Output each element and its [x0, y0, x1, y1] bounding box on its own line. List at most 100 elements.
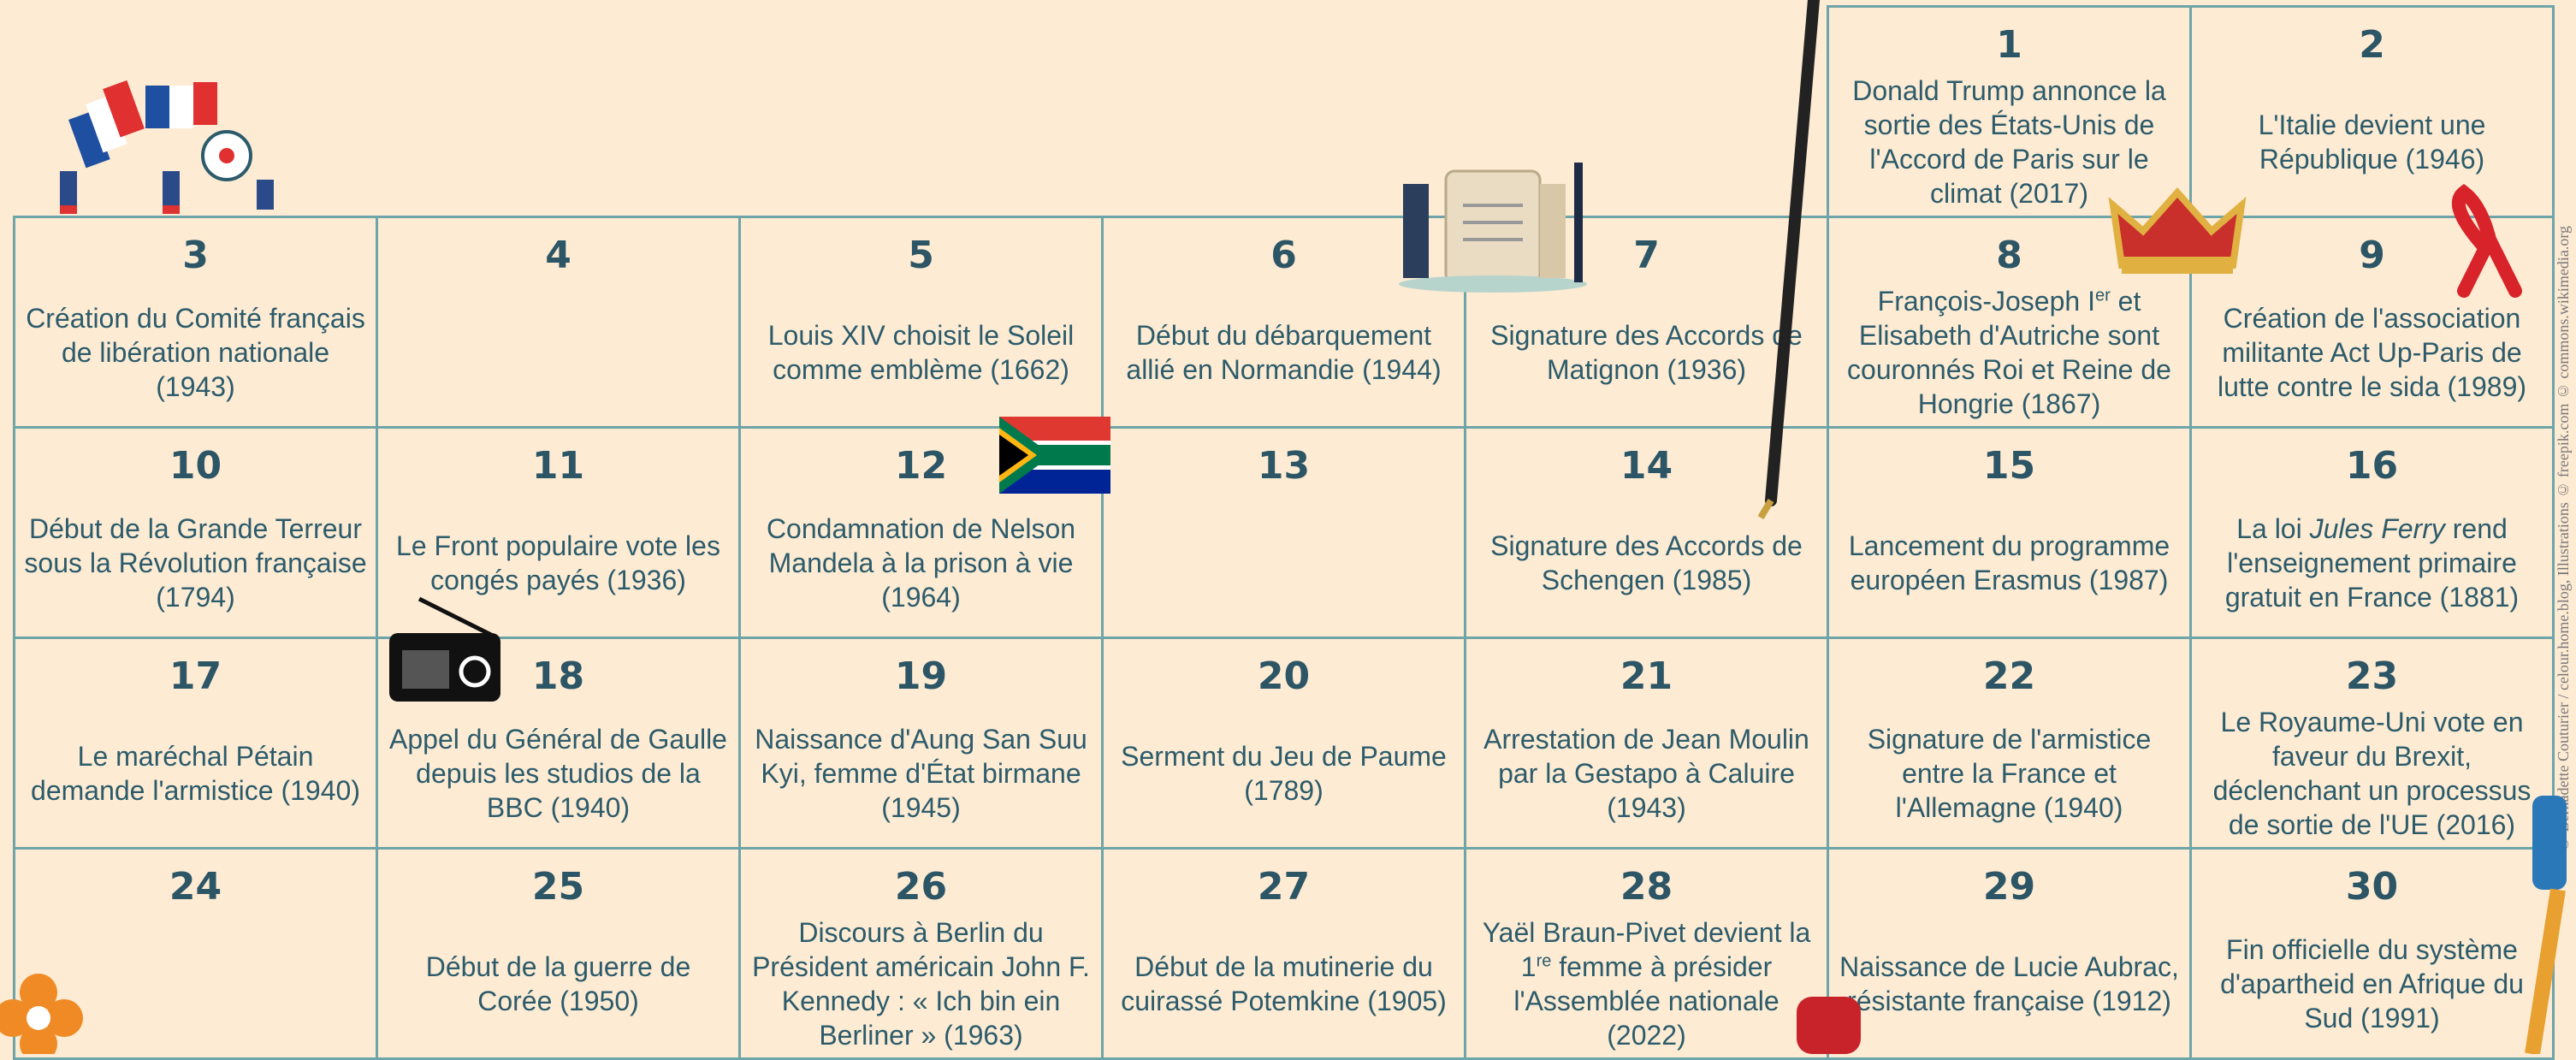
day-cell: 7 Signature des Accords de Matignon (1936…: [1464, 216, 1829, 429]
day-event: La loi Jules Ferry rend l'enseignement p…: [2200, 495, 2543, 630]
text-segment: Donald Trump annonce la sortie des États…: [1852, 74, 2166, 209]
text-segment: Le Front populaire vote les congés payés…: [396, 530, 720, 595]
text-segment: Condamnation de Nelson Mandela à la pris…: [766, 512, 1076, 613]
day-number: 28: [1620, 865, 1673, 909]
text-segment: Début du débarquement allié en Normandie…: [1126, 319, 1442, 385]
text-segment: Signature de l'armistice entre la France…: [1867, 723, 2152, 823]
text-segment: L'Italie devient une République (1946): [2258, 109, 2486, 175]
text-segment: Naissance d'Aung San Suu Kyi, femme d'Ét…: [755, 723, 1087, 823]
day-cell: 17 Le maréchal Pétain demande l'armistice…: [13, 637, 378, 850]
text-segment: Naissance de Lucie Aubrac, résistante fr…: [1839, 950, 2179, 1016]
day-number: 26: [894, 865, 948, 909]
day-number: 29: [1982, 865, 2036, 909]
day-event: Louis XIV choisit le Soleil comme emblèm…: [749, 285, 1093, 419]
day-cell: 12 Condamnation de Nelson Mandela à la pr…: [738, 426, 1104, 639]
day-cell: 6 Début du débarquement allié en Normandi…: [1101, 216, 1466, 429]
text-segment: Louis XIV choisit le Soleil comme emblèm…: [767, 319, 1075, 385]
day-number: 15: [1982, 444, 2036, 488]
day-number: 30: [2345, 865, 2399, 909]
day-event: Donald Trump annonce la sortie des États…: [1838, 74, 2181, 209]
day-cell: 29 Naissance de Lucie Aubrac, résistante …: [1827, 847, 2192, 1060]
event-text: Louis XIV choisit le Soleil comme emblèm…: [749, 318, 1093, 387]
day-cell: 15 Lancement du programme européen Erasmu…: [1827, 426, 2192, 639]
day-cell: 11 Le Front populaire vote les congés pay…: [376, 426, 741, 639]
day-number: 18: [531, 654, 585, 698]
day-cell: 8 François-Joseph Ier et Elisabeth d'Autr…: [1827, 216, 2192, 429]
day-number: 8: [1996, 234, 2022, 277]
day-cell: 14 Signature des Accords de Schengen (198…: [1464, 426, 1829, 639]
text-segment: Création du Comité français de libératio…: [26, 302, 365, 402]
text-segment: et Elisabeth d'Autriche sont couronnés R…: [1847, 285, 2171, 419]
event-text: Fin officielle du système d'apartheid en…: [2200, 933, 2543, 1035]
event-text: Début du débarquement allié en Normandie…: [1112, 318, 1455, 387]
text-segment: Création de l'association militante Act …: [2217, 302, 2527, 402]
day-cell: 9 Création de l'association militante Act…: [2189, 216, 2555, 429]
day-number: 19: [894, 654, 948, 698]
credit: © Bernadette Couturier / celour.home.blo…: [2555, 225, 2572, 853]
day-event: Signature des Accords de Schengen (1985): [1475, 495, 1818, 630]
day-number: 6: [1270, 234, 1297, 277]
day-event: Lancement du programme européen Erasmus …: [1838, 495, 2181, 630]
day-event: Arrestation de Jean Moulin par la Gestap…: [1475, 706, 1818, 840]
text-segment: Début de la Grande Terreur sous la Révol…: [24, 512, 367, 613]
day-number: 11: [531, 444, 585, 488]
day-event: Serment du Jeu de Paume (1789): [1112, 706, 1455, 840]
text-segment: Le Royaume-Uni vote en faveur du Brexit,…: [2212, 706, 2532, 840]
event-text: Création de l'association militante Act …: [2200, 301, 2543, 404]
day-cell: 23 Le Royaume-Uni vote en faveur du Brexi…: [2189, 637, 2555, 850]
day-event: Yaël Braun-Pivet devient la 1re femme à …: [1475, 916, 1818, 1051]
day-number: 20: [1257, 654, 1311, 698]
event-text: Début de la Grande Terreur sous la Révol…: [24, 512, 367, 614]
day-number: 21: [1620, 654, 1673, 698]
day-cell: 2 L'Italie devient une République (1946): [2189, 5, 2555, 218]
event-text: Appel du Général de Gaulle depuis les st…: [387, 722, 730, 825]
day-number: 17: [169, 654, 222, 698]
italic-text: Jules Ferry: [2309, 512, 2445, 544]
event-text: Discours à Berlin du Président américain…: [749, 915, 1093, 1052]
day-event: Condamnation de Nelson Mandela à la pris…: [749, 495, 1093, 630]
day-cell: 13: [1101, 426, 1466, 639]
text-segment: Appel du Général de Gaulle depuis les st…: [389, 723, 727, 823]
day-cell: 1 Donald Trump annonce la sortie des État…: [1827, 5, 2192, 218]
day-cell: 16 La loi Jules Ferry rend l'enseignement…: [2189, 426, 2555, 639]
day-event: Naissance de Lucie Aubrac, résistante fr…: [1838, 916, 2181, 1051]
day-cell: 10 Début de la Grande Terreur sous la Rév…: [13, 426, 378, 639]
event-text: L'Italie devient une République (1946): [2200, 108, 2543, 176]
day-number: 12: [894, 444, 948, 488]
event-text: Arrestation de Jean Moulin par la Gestap…: [1475, 722, 1818, 825]
event-text: Signature des Accords de Schengen (1985): [1475, 529, 1818, 597]
event-text: Le Front populaire vote les congés payés…: [387, 529, 730, 597]
day-cell: 25 Début de la guerre de Corée (1950): [376, 847, 741, 1060]
day-event: Début de la guerre de Corée (1950): [387, 916, 730, 1051]
event-text: Naissance d'Aung San Suu Kyi, femme d'Ét…: [749, 722, 1093, 825]
day-number: 24: [169, 865, 222, 909]
superscript: er: [2094, 285, 2111, 305]
day-number: 2: [2359, 23, 2385, 67]
text-segment: Discours à Berlin du Président américain…: [752, 916, 1090, 1051]
day-cell: 4: [376, 216, 741, 429]
day-event: Le Front populaire vote les congés payés…: [387, 495, 730, 630]
text-segment: Yaël Braun-Pivet devient la 1: [1482, 916, 1811, 982]
superscript: re: [1536, 950, 1552, 970]
day-number: 27: [1257, 865, 1311, 909]
day-event: Début de la mutinerie du cuirassé Potemk…: [1112, 916, 1455, 1051]
day-number: 13: [1257, 444, 1311, 488]
day-number: 9: [2359, 234, 2385, 277]
event-text: Début de la mutinerie du cuirassé Potemk…: [1112, 950, 1455, 1018]
text-segment: Signature des Accords de Schengen (1985): [1490, 530, 1803, 595]
event-text: Lancement du programme européen Erasmus …: [1838, 529, 2181, 597]
text-segment: Fin officielle du système d'apartheid en…: [2220, 933, 2524, 1033]
event-text: Le maréchal Pétain demande l'armistice (…: [24, 739, 367, 808]
text-segment: femme à présider l'Assemblée nationale (…: [1513, 950, 1780, 1051]
day-event: Appel du Général de Gaulle depuis les st…: [387, 706, 730, 840]
day-number: 5: [908, 234, 934, 277]
day-number: 1: [1996, 23, 2022, 67]
day-cell: 27 Début de la mutinerie du cuirassé Pote…: [1101, 847, 1466, 1060]
day-event: Discours à Berlin du Président américain…: [749, 916, 1093, 1051]
day-cell: 21 Arrestation de Jean Moulin par la Gest…: [1464, 637, 1829, 850]
day-event: Fin officielle du système d'apartheid en…: [2200, 916, 2543, 1051]
day-number: 7: [1633, 234, 1660, 277]
day-number: 23: [2345, 654, 2399, 698]
day-event: L'Italie devient une République (1946): [2200, 74, 2543, 209]
